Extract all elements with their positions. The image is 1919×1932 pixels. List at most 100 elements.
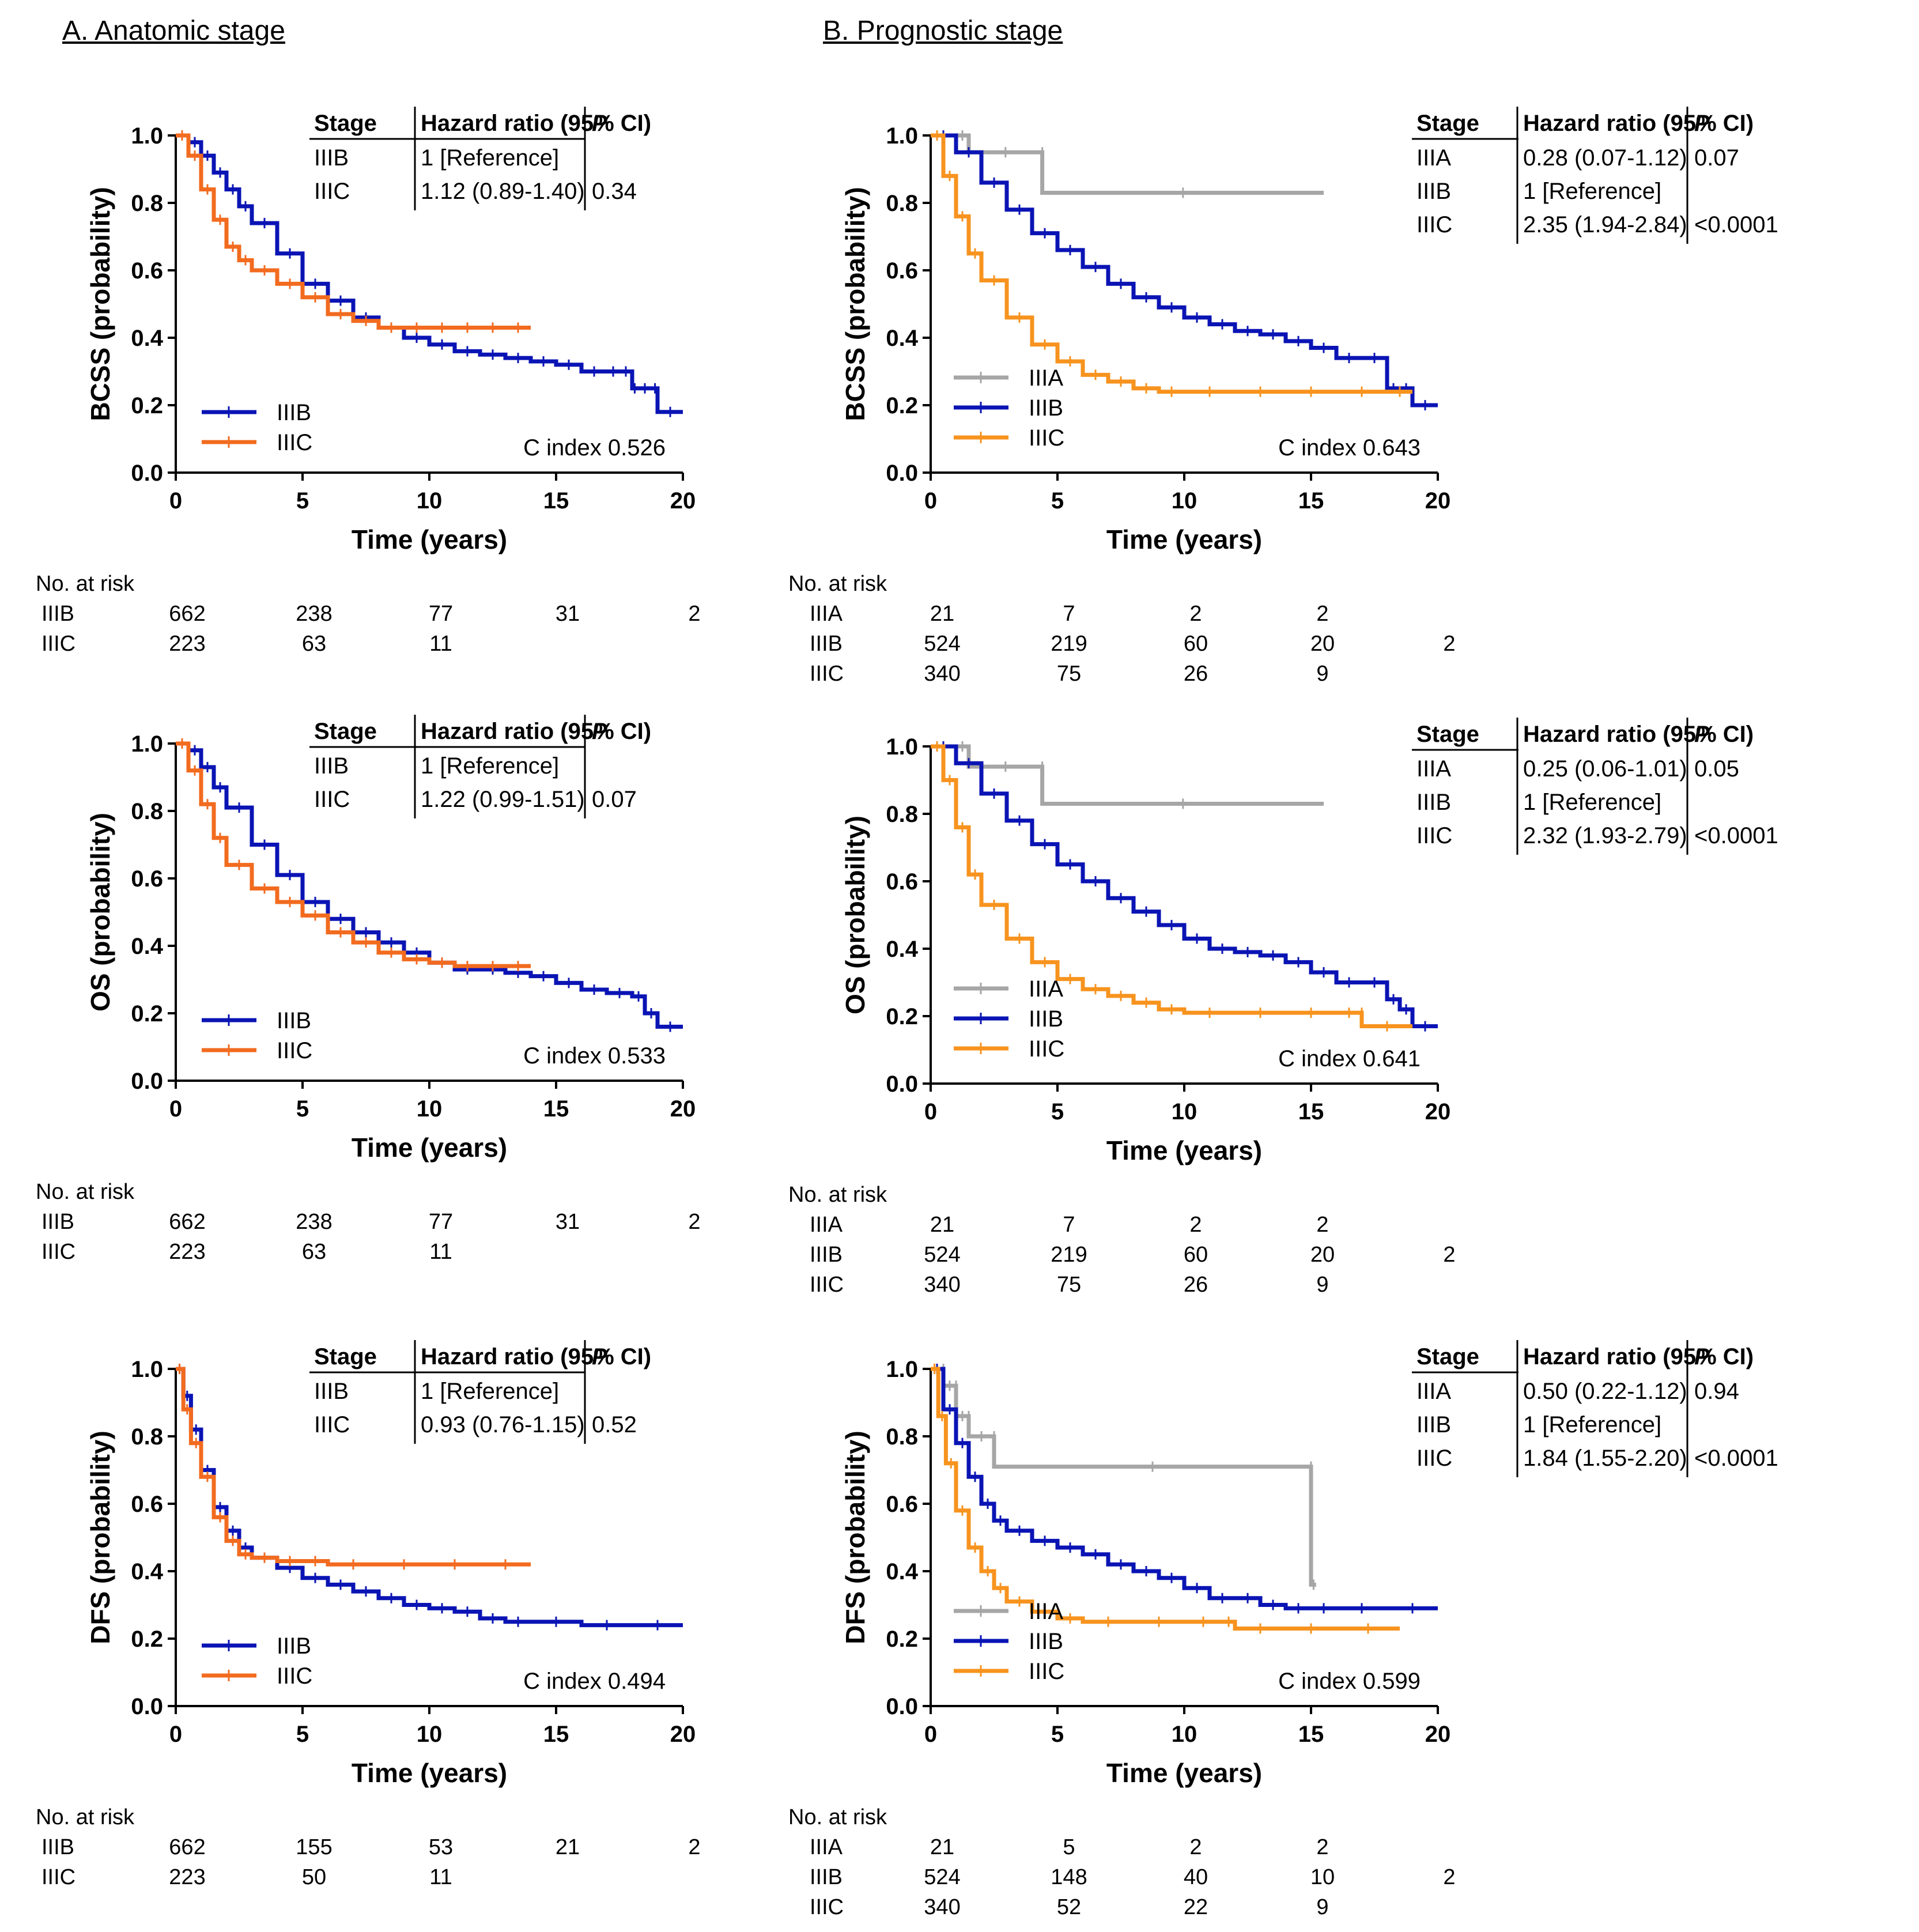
risk-row-stage: IIIB	[810, 632, 843, 656]
series-line-iiic	[931, 1367, 1400, 1631]
y-tick-label: 0.6	[886, 1492, 918, 1517]
risk-cell-value: 20	[1310, 1243, 1335, 1267]
risk-cell-value: 524	[924, 1243, 960, 1267]
hr-row-stage: IIIC	[314, 1412, 350, 1437]
risk-row-stage: IIIA	[810, 1835, 843, 1859]
y-tick-label: 0.6	[131, 1492, 163, 1517]
legend-label: IIIB	[1029, 395, 1063, 421]
hr-row-stage: IIIC	[1416, 823, 1452, 848]
x-tick-label: 10	[1172, 488, 1198, 514]
risk-cell-value: 340	[924, 1273, 960, 1297]
x-tick-label: 5	[296, 1722, 309, 1747]
risk-title: No. at risk	[36, 572, 135, 596]
y-tick-label: 0.8	[886, 191, 918, 216]
legend-label: IIIC	[1029, 1659, 1064, 1684]
y-tick-label: 0.0	[886, 461, 918, 486]
y-tick-label: 0.8	[131, 1424, 163, 1450]
risk-cell-value: 21	[930, 602, 954, 626]
risk-cell-value: 662	[169, 1835, 205, 1859]
c-index-label: C index 0.526	[523, 435, 666, 461]
hr-row-stage: IIIB	[314, 753, 349, 779]
hr-header-ratio: Hazard ratio (95% CI)	[1523, 1344, 1754, 1369]
risk-row-stage: IIIC	[810, 1895, 844, 1919]
hr-row-stage: IIIC	[1416, 212, 1452, 237]
risk-cell-value: 11	[429, 1240, 452, 1264]
y-tick-label: 0.2	[886, 393, 918, 418]
risk-cell-value: 2	[1189, 1835, 1202, 1859]
y-tick-label: 0.2	[131, 393, 163, 418]
x-tick-label: 15	[1298, 488, 1324, 514]
risk-row-stage: IIIB	[41, 602, 74, 626]
risk-cell-value: 9	[1316, 1895, 1328, 1919]
y-tick-label: 0.2	[131, 1001, 163, 1027]
legend-label: IIIC	[277, 1663, 312, 1689]
hr-row-p: <0.0001	[1694, 212, 1778, 237]
c-index-label: C index 0.641	[1278, 1046, 1421, 1071]
risk-cell-value: 2	[688, 1210, 700, 1234]
hr-row-stage: IIIB	[1416, 790, 1451, 815]
risk-cell-value: 60	[1184, 1243, 1208, 1267]
x-tick-label: 0	[169, 1722, 182, 1747]
risk-cell-value: 63	[302, 632, 326, 656]
risk-title: No. at risk	[36, 1805, 135, 1829]
hr-row-stage: IIIB	[1416, 1412, 1451, 1437]
legend-label: IIIC	[277, 430, 312, 455]
x-tick-label: 10	[1172, 1099, 1198, 1125]
km-chart-svg: 0.0 0.2 0.4 0.6 0.8 1.0 0 5 10 15 20 Time (years) BC…	[788, 107, 1778, 686]
x-tick-label: 20	[670, 1722, 696, 1747]
risk-title: No. at risk	[36, 1180, 135, 1204]
c-index-label: C index 0.599	[1278, 1669, 1421, 1694]
hr-row-ratio: 1.22 (0.99-1.51)	[421, 787, 585, 812]
risk-cell-value: 524	[924, 632, 960, 656]
risk-title: No. at risk	[788, 572, 887, 596]
risk-cell-value: 9	[1316, 662, 1328, 686]
x-tick-label: 10	[417, 1096, 443, 1122]
risk-cell-value: 77	[429, 1210, 453, 1234]
risk-cell-value: 21	[556, 1835, 580, 1859]
c-index-label: C index 0.533	[523, 1043, 666, 1069]
y-tick-label: 0.0	[131, 1694, 163, 1719]
hr-header-p: P	[1694, 1344, 1710, 1369]
risk-cell-value: 662	[169, 1210, 205, 1234]
hr-row-stage: IIIC	[314, 787, 350, 812]
legend-label: IIIB	[1029, 1006, 1063, 1032]
y-axis-title: DFS (probability)	[840, 1431, 870, 1644]
x-tick-label: 20	[1425, 1722, 1451, 1747]
risk-cell-value: 2	[1316, 602, 1328, 626]
y-tick-label: 0.4	[131, 1559, 163, 1584]
c-index-label: C index 0.494	[523, 1669, 666, 1694]
y-tick-label: 0.8	[131, 799, 163, 824]
risk-cell-value: 2	[688, 602, 700, 626]
legend-label: IIIC	[1029, 1036, 1064, 1062]
series-line-iiib	[931, 133, 1438, 407]
hr-header-stage: Stage	[314, 1344, 377, 1369]
risk-cell-value: 31	[556, 1210, 580, 1234]
x-axis-title: Time (years)	[352, 1758, 507, 1788]
series-line-iiib	[176, 133, 683, 414]
risk-row-stage: IIIB	[41, 1210, 74, 1234]
y-tick-label: 0.4	[886, 1559, 918, 1584]
hr-header-p: P	[1694, 722, 1710, 747]
y-tick-label: 0.4	[886, 937, 918, 962]
risk-cell-value: 223	[169, 1240, 205, 1264]
risk-row-stage: IIIC	[41, 1240, 75, 1264]
risk-cell-value: 2	[1189, 1213, 1202, 1237]
hr-header-p: P	[592, 111, 607, 136]
y-tick-label: 0.4	[131, 326, 163, 351]
hr-row-p: 0.07	[592, 787, 637, 812]
risk-cell-value: 50	[302, 1865, 326, 1889]
x-tick-label: 10	[417, 1722, 443, 1747]
x-axis-title: Time (years)	[352, 524, 507, 554]
hr-header-p: P	[592, 719, 607, 744]
x-axis-title: Time (years)	[1106, 1135, 1262, 1165]
risk-cell-value: 662	[169, 602, 205, 626]
x-tick-label: 5	[296, 488, 309, 514]
legend-label: IIIA	[1029, 1599, 1063, 1624]
risk-cell-value: 5	[1063, 1835, 1075, 1859]
y-tick-label: 0.2	[131, 1627, 163, 1652]
y-tick-label: 0.8	[886, 1424, 918, 1450]
y-tick-label: 1.0	[886, 734, 918, 760]
hr-row-p: 0.94	[1694, 1379, 1739, 1404]
legend-label: IIIB	[277, 1633, 311, 1659]
risk-title: No. at risk	[788, 1805, 887, 1829]
